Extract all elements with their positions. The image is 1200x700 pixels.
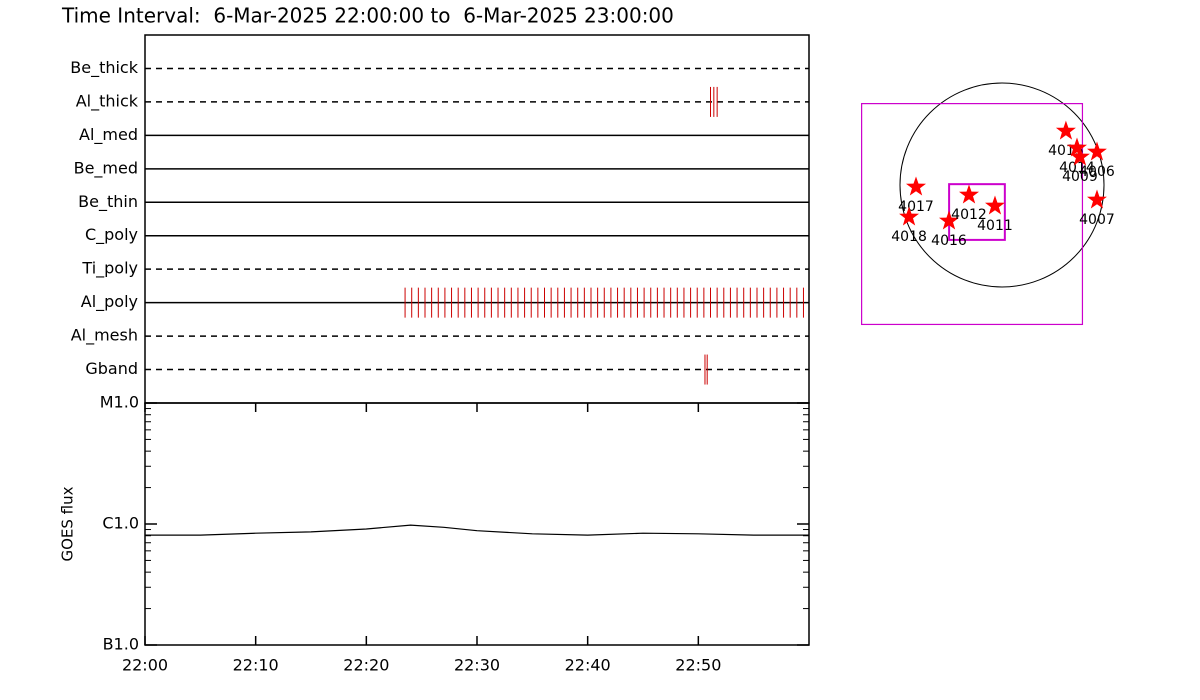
filter-label: Ti_poly	[81, 259, 138, 279]
star	[959, 184, 979, 204]
star-label: 4017	[898, 199, 934, 215]
field-of-view	[861, 103, 1084, 326]
filter-label: Be_thick	[70, 58, 138, 78]
x-tick-label: 22:20	[343, 656, 389, 675]
star	[899, 206, 919, 226]
x-tick-label: 22:40	[565, 656, 611, 675]
y-tick-label: M1.0	[100, 393, 139, 412]
x-tick-label: 22:10	[233, 656, 279, 675]
solar-limb	[899, 82, 1105, 288]
star	[1055, 120, 1076, 140]
star	[1087, 141, 1107, 161]
star-label: 4016	[931, 233, 967, 249]
x-tick-label: 22:00	[122, 656, 168, 675]
x-tick-label: 22:50	[675, 656, 721, 675]
filter-label: Al_poly	[81, 292, 138, 312]
filter-label: Be_thin	[78, 192, 138, 212]
star-label: 4006	[1079, 164, 1115, 180]
filter-label: Gband	[85, 359, 138, 378]
filter-label: C_poly	[85, 225, 138, 245]
star-label: 4009	[1062, 169, 1098, 185]
star-label: 4007	[1079, 212, 1115, 228]
star	[985, 195, 1005, 215]
filter-label: Al_med	[79, 125, 138, 145]
y-tick-label: C1.0	[102, 514, 139, 533]
goes-curve	[145, 524, 809, 536]
title: Time Interval: 6-Mar-2025 22:00:00 to 6-…	[61, 4, 674, 28]
filter-label: Be_med	[74, 158, 138, 178]
x-tick-label: 22:30	[454, 656, 500, 675]
star	[939, 210, 959, 230]
star-label: 4014	[1059, 160, 1095, 176]
star	[906, 176, 926, 196]
star-label: 4018	[891, 229, 927, 245]
star-label: 4011	[977, 218, 1013, 234]
filter-label: Al_thick	[76, 91, 139, 111]
star	[1087, 189, 1107, 209]
y-tick-label: B1.0	[103, 635, 139, 654]
y-axis-label: GOES flux	[59, 486, 77, 561]
star-label: 4012	[951, 207, 987, 223]
star	[1067, 137, 1087, 157]
filter-label: Al_mesh	[71, 326, 138, 346]
star	[1069, 146, 1090, 166]
